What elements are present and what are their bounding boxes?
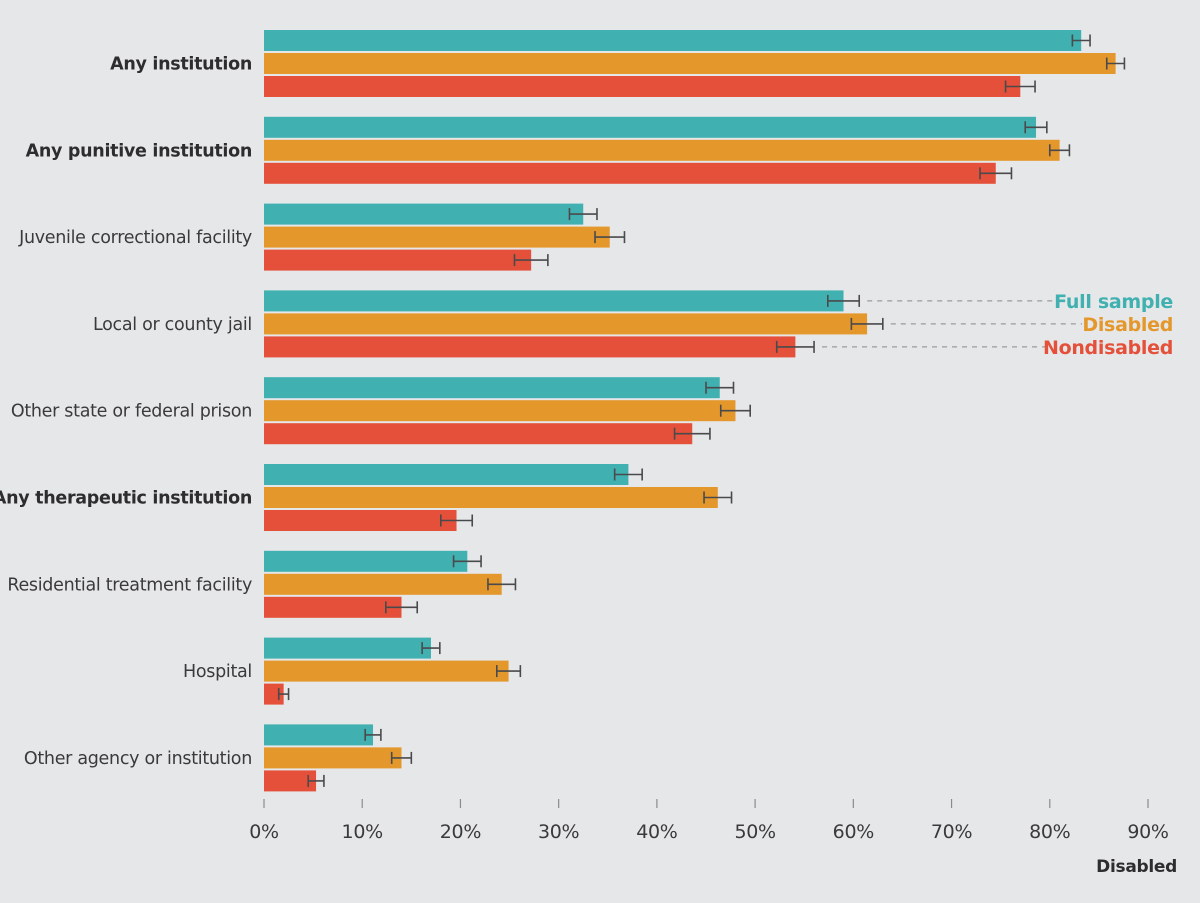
error-bar	[495, 665, 522, 678]
bar	[264, 573, 502, 595]
x-tick-label: 20%	[440, 821, 481, 843]
error-bar	[277, 688, 290, 701]
error-bar	[979, 167, 1013, 180]
bar	[264, 596, 402, 618]
bar	[264, 336, 796, 358]
bar	[264, 464, 629, 485]
error-bar	[1071, 34, 1091, 47]
x-tick-label: 80%	[1029, 821, 1070, 843]
error-bar	[850, 317, 884, 330]
bar	[264, 487, 718, 508]
category-label: Juvenile correctional facility	[18, 228, 252, 248]
bar	[264, 162, 996, 184]
error-bar	[826, 294, 861, 307]
x-tick-label: 40%	[636, 821, 677, 843]
error-bars-layer	[277, 34, 1126, 787]
bar	[264, 76, 1021, 97]
bar	[264, 290, 844, 312]
error-bar	[307, 774, 325, 787]
error-bar	[613, 468, 643, 481]
bar	[264, 637, 431, 659]
error-bar	[390, 751, 413, 764]
category-label: Local or county jail	[93, 315, 252, 335]
error-bar	[487, 578, 517, 591]
category-label: Residential treatment facility	[7, 575, 252, 595]
x-tick-label: 90%	[1127, 821, 1168, 843]
category-labels: Any institution Any punitive institution J…	[0, 55, 252, 769]
bar	[264, 30, 1082, 51]
error-bar	[1048, 144, 1071, 157]
x-tick-label: 0%	[249, 821, 279, 843]
error-bar	[594, 231, 626, 244]
bar	[264, 377, 720, 399]
error-bar	[513, 254, 549, 267]
category-label: Other agency or institution	[24, 749, 252, 769]
bar	[264, 116, 1037, 138]
x-tick-label: 70%	[931, 821, 972, 843]
bar	[264, 747, 402, 769]
bar	[264, 313, 868, 335]
error-bar	[568, 208, 598, 221]
x-tick-label: 60%	[833, 821, 874, 843]
bar	[264, 510, 457, 531]
error-bar	[364, 728, 382, 741]
category-label: Hospital	[183, 662, 252, 682]
bar	[264, 203, 584, 225]
legend-label: Disabled	[1082, 314, 1173, 336]
legend-label: Nondisabled	[1043, 337, 1173, 359]
error-bar	[719, 404, 752, 417]
bar	[264, 724, 374, 746]
category-label: Any therapeutic institution	[0, 489, 252, 509]
bar	[264, 550, 468, 572]
error-bar	[1105, 57, 1126, 70]
error-bar	[439, 514, 474, 527]
category-label: Any institution	[110, 55, 252, 75]
bar	[264, 770, 317, 792]
error-bar	[421, 642, 441, 655]
x-tick-label: 10%	[342, 821, 383, 843]
error-bar	[703, 491, 733, 504]
bar	[264, 660, 509, 682]
error-bar	[384, 601, 419, 614]
error-bar	[1024, 121, 1048, 134]
error-bar	[705, 381, 735, 394]
error-bar	[1004, 80, 1036, 93]
category-label: Other state or federal prison	[11, 402, 252, 422]
bar	[264, 423, 693, 445]
bar	[264, 249, 532, 271]
x-tick-label: 30%	[538, 821, 579, 843]
x-axis-title: Disabled	[1096, 857, 1177, 877]
bar	[264, 53, 1116, 74]
bar	[264, 226, 610, 248]
error-bar	[775, 340, 815, 353]
category-label: Any punitive institution	[26, 141, 252, 161]
error-bar	[673, 427, 711, 440]
bars-layer	[264, 30, 1116, 792]
x-axis: 0% 10% 20% 30% 40% 50% 60% 70% 80% 90%	[249, 799, 1169, 843]
bar	[264, 139, 1060, 161]
bar	[264, 400, 736, 422]
error-bar	[452, 555, 482, 568]
x-tick-label: 50%	[734, 821, 775, 843]
legend-label: Full sample	[1054, 291, 1173, 313]
